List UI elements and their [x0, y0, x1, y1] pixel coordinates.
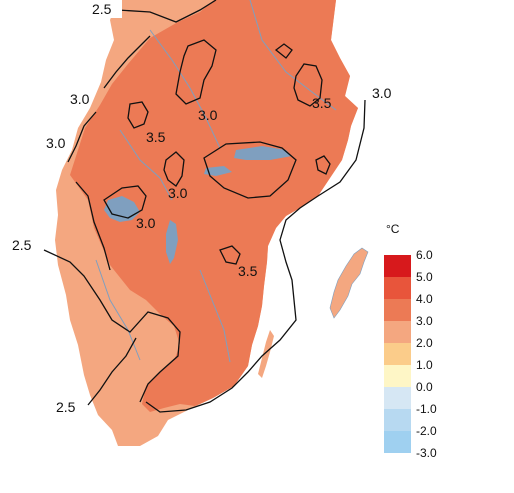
- lake-malaren: [234, 146, 292, 160]
- isotherm-label: 3.5: [146, 129, 166, 145]
- legend-tick-label: 5.0: [416, 270, 433, 284]
- legend-tick-label: 3.0: [416, 314, 433, 328]
- isotherm-labels: 2.5 3.0 3.0 3.0 3.5 3.0 3.5 3.0 3.5 3.0 …: [12, 0, 392, 415]
- lake-vattern: [166, 220, 178, 264]
- isotherm-3-5-loop-1: [127, 101, 149, 129]
- isotherm-label: 3.5: [312, 95, 332, 111]
- isotherm-3-0-west: [67, 111, 97, 163]
- legend-swatch: [384, 409, 411, 431]
- isotherm-2-5-north: [117, 0, 217, 23]
- river: [95, 259, 141, 361]
- legend-swatch: [384, 321, 411, 343]
- legend-tick-label: -3.0: [416, 446, 437, 460]
- oland-island: [258, 330, 274, 378]
- isotherm-label: 3.0: [372, 85, 392, 101]
- legend-swatch: [384, 365, 411, 387]
- isotherm-lines: [43, 0, 366, 413]
- isotherm-label: 3.5: [238, 263, 258, 279]
- isotherm-label: 3.0: [136, 215, 156, 231]
- isotherm-2-5-southwest: [87, 337, 137, 406]
- legend-swatch: [384, 277, 411, 299]
- legend-swatch: [384, 299, 411, 321]
- isotherm-3-0-east: [145, 99, 366, 413]
- isotherm-3-5-loop-3: [274, 43, 293, 59]
- gotland-island: [329, 247, 369, 319]
- temperature-legend: °C 6.0 5.0 4.0 3.0 2.0 1.0 0.0 -1.0 -2.0 -3.0: [384, 222, 474, 462]
- legend-tick-label: -1.0: [416, 402, 437, 416]
- isotherm-2-5-west: [43, 249, 181, 403]
- isotherm-label: 3.0: [198, 107, 218, 123]
- isotherm-3-5-loop-9: [219, 245, 241, 265]
- legend-tick-label: 6.0: [416, 248, 433, 262]
- legend-tick-label: 1.0: [416, 358, 433, 372]
- isotherm-3-0-loop-6: [203, 141, 297, 199]
- isotherm-label: 2.5: [12, 237, 32, 253]
- legend-tick-label: -2.0: [416, 424, 437, 438]
- isotherm-3-0-loop-2: [175, 39, 217, 105]
- isotherm-label: 3.0: [70, 91, 90, 107]
- isotherm-label: 2.5: [92, 1, 112, 17]
- legend-tick-label: 0.0: [416, 380, 433, 394]
- legend-swatch: [384, 387, 411, 409]
- river: [199, 269, 231, 363]
- lake-hjalmaren: [204, 166, 232, 176]
- isotherm-3-0-loop-5: [163, 151, 185, 187]
- legend-swatch: [384, 255, 411, 277]
- isotherm-label: 3.0: [46, 135, 66, 151]
- legend-swatch: [384, 431, 411, 453]
- legend-unit: °C: [386, 222, 400, 236]
- isotherm-label: 2.5: [56, 399, 76, 415]
- lake-vanern: [104, 196, 140, 222]
- river: [119, 129, 173, 201]
- isotherm-3-5-loop-4: [293, 63, 323, 107]
- legend-tick-label: 4.0: [416, 292, 433, 306]
- legend-swatch: [384, 343, 411, 365]
- river: [149, 29, 221, 149]
- isotherm-3-0-coast-north: [103, 35, 151, 89]
- isotherm-3-0-southwest: [75, 181, 111, 271]
- isotherm-3-0-loop-8: [103, 185, 147, 219]
- isotherm-3-5-loop-7: [315, 155, 331, 175]
- legend-tick-label: 2.0: [416, 336, 433, 350]
- isotherm-label: 3.0: [168, 185, 188, 201]
